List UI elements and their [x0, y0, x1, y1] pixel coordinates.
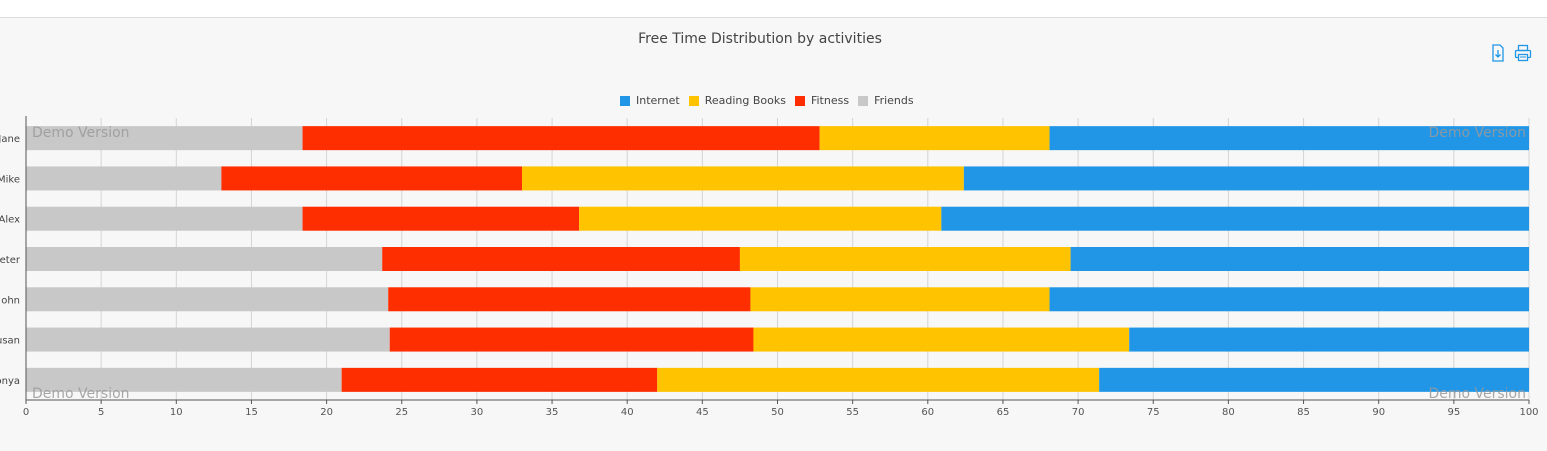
- bar-sonya-fitness: [341, 367, 658, 392]
- download-icon[interactable]: [1490, 44, 1508, 62]
- bar-john-fitness: [388, 287, 751, 312]
- x-tick-label-2: 10: [170, 407, 183, 418]
- bar-sonya-reading-books: [657, 367, 1100, 392]
- x-tick-label-14: 70: [1072, 407, 1085, 418]
- x-tick-label-7: 35: [546, 407, 559, 418]
- bar-alex-fitness: [302, 206, 580, 231]
- bar-peter-friends: [26, 247, 383, 271]
- x-tick-label-16: 80: [1222, 407, 1235, 418]
- x-tick-label-15: 75: [1147, 407, 1160, 418]
- x-tick-label-0: 0: [23, 407, 29, 418]
- bar-john-reading-books: [750, 287, 1050, 312]
- x-tick-label-18: 90: [1372, 407, 1385, 418]
- bar-mike-fitness: [221, 166, 522, 191]
- watermark-bottom-left: Demo Version: [32, 386, 130, 402]
- top-bar: [0, 0, 1547, 18]
- x-tick-label-6: 30: [471, 407, 484, 418]
- x-tick-label-13: 65: [997, 407, 1010, 418]
- chart-toolbar: [1490, 44, 1532, 62]
- legend-swatch: [794, 95, 805, 106]
- category-label-susan: usan: [0, 336, 20, 347]
- bar-jane-internet: [1049, 126, 1529, 151]
- legend-swatch: [858, 95, 869, 106]
- bar-jane-fitness: [302, 126, 820, 151]
- x-tick-label-8: 40: [621, 407, 634, 418]
- bar-sonya-friends: [26, 367, 342, 392]
- category-label-mike: Mike: [0, 174, 20, 185]
- x-tick-label-11: 55: [846, 407, 859, 418]
- legend-label: Internet: [636, 94, 680, 107]
- bar-peter-fitness: [382, 247, 740, 271]
- category-label-alex: Alex: [0, 215, 20, 226]
- bar-jane-reading-books: [819, 126, 1050, 151]
- bar-john-internet: [1049, 287, 1529, 312]
- bar-susan-fitness: [389, 327, 754, 352]
- bar-alex-friends: [26, 206, 303, 231]
- x-tick-label-12: 60: [921, 407, 934, 418]
- bar-peter-reading-books: [739, 247, 1071, 271]
- legend-item-internet[interactable]: Internet: [620, 94, 680, 107]
- x-tick-label-10: 50: [771, 407, 784, 418]
- bar-jane-friends: [26, 126, 303, 151]
- chart-title: Free Time Distribution by activities: [638, 31, 882, 47]
- category-label-john: ohn: [1, 295, 20, 306]
- bar-susan-internet: [1129, 327, 1529, 352]
- x-tick-label-9: 45: [696, 407, 709, 418]
- x-tick-label-1: 5: [98, 407, 104, 418]
- category-label-sonya: onya: [0, 376, 20, 387]
- bar-sonya-internet: [1099, 367, 1529, 392]
- category-label-peter: eter: [0, 255, 21, 266]
- x-tick-label-3: 15: [245, 407, 258, 418]
- bar-alex-reading-books: [579, 206, 942, 231]
- x-tick-label-4: 20: [320, 407, 333, 418]
- bar-peter-internet: [1070, 247, 1529, 271]
- bar-susan-friends: [26, 327, 390, 352]
- x-tick-label-17: 85: [1297, 407, 1310, 418]
- legend-item-friends[interactable]: Friends: [858, 94, 914, 107]
- watermark-bottom-right: Demo Version: [1428, 386, 1526, 402]
- legend-item-reading-books[interactable]: Reading Books: [688, 94, 786, 107]
- legend-label: Friends: [874, 94, 914, 107]
- x-tick-label-20: 100: [1519, 407, 1538, 418]
- legend-item-fitness[interactable]: Fitness: [794, 94, 850, 107]
- category-label-jane: Jane: [0, 134, 20, 145]
- watermark-top-left: Demo Version: [32, 125, 130, 141]
- bar-susan-reading-books: [753, 327, 1130, 352]
- bar-mike-friends: [26, 166, 222, 191]
- bar-alex-internet: [941, 206, 1529, 231]
- x-tick-label-5: 25: [395, 407, 408, 418]
- legend-swatch: [620, 95, 630, 106]
- watermark-top-right: Demo Version: [1428, 125, 1526, 141]
- x-tick-label-19: 95: [1447, 407, 1460, 418]
- legend-swatch: [688, 95, 699, 106]
- legend-label: Reading Books: [704, 94, 786, 107]
- chart-legend: Internet Reading Books Fitness Friends: [620, 94, 923, 107]
- legend-label: Fitness: [810, 94, 850, 107]
- bar-mike-reading-books: [521, 166, 964, 191]
- print-icon[interactable]: [1514, 44, 1532, 62]
- bar-mike-internet: [963, 166, 1529, 191]
- bar-john-friends: [26, 287, 389, 312]
